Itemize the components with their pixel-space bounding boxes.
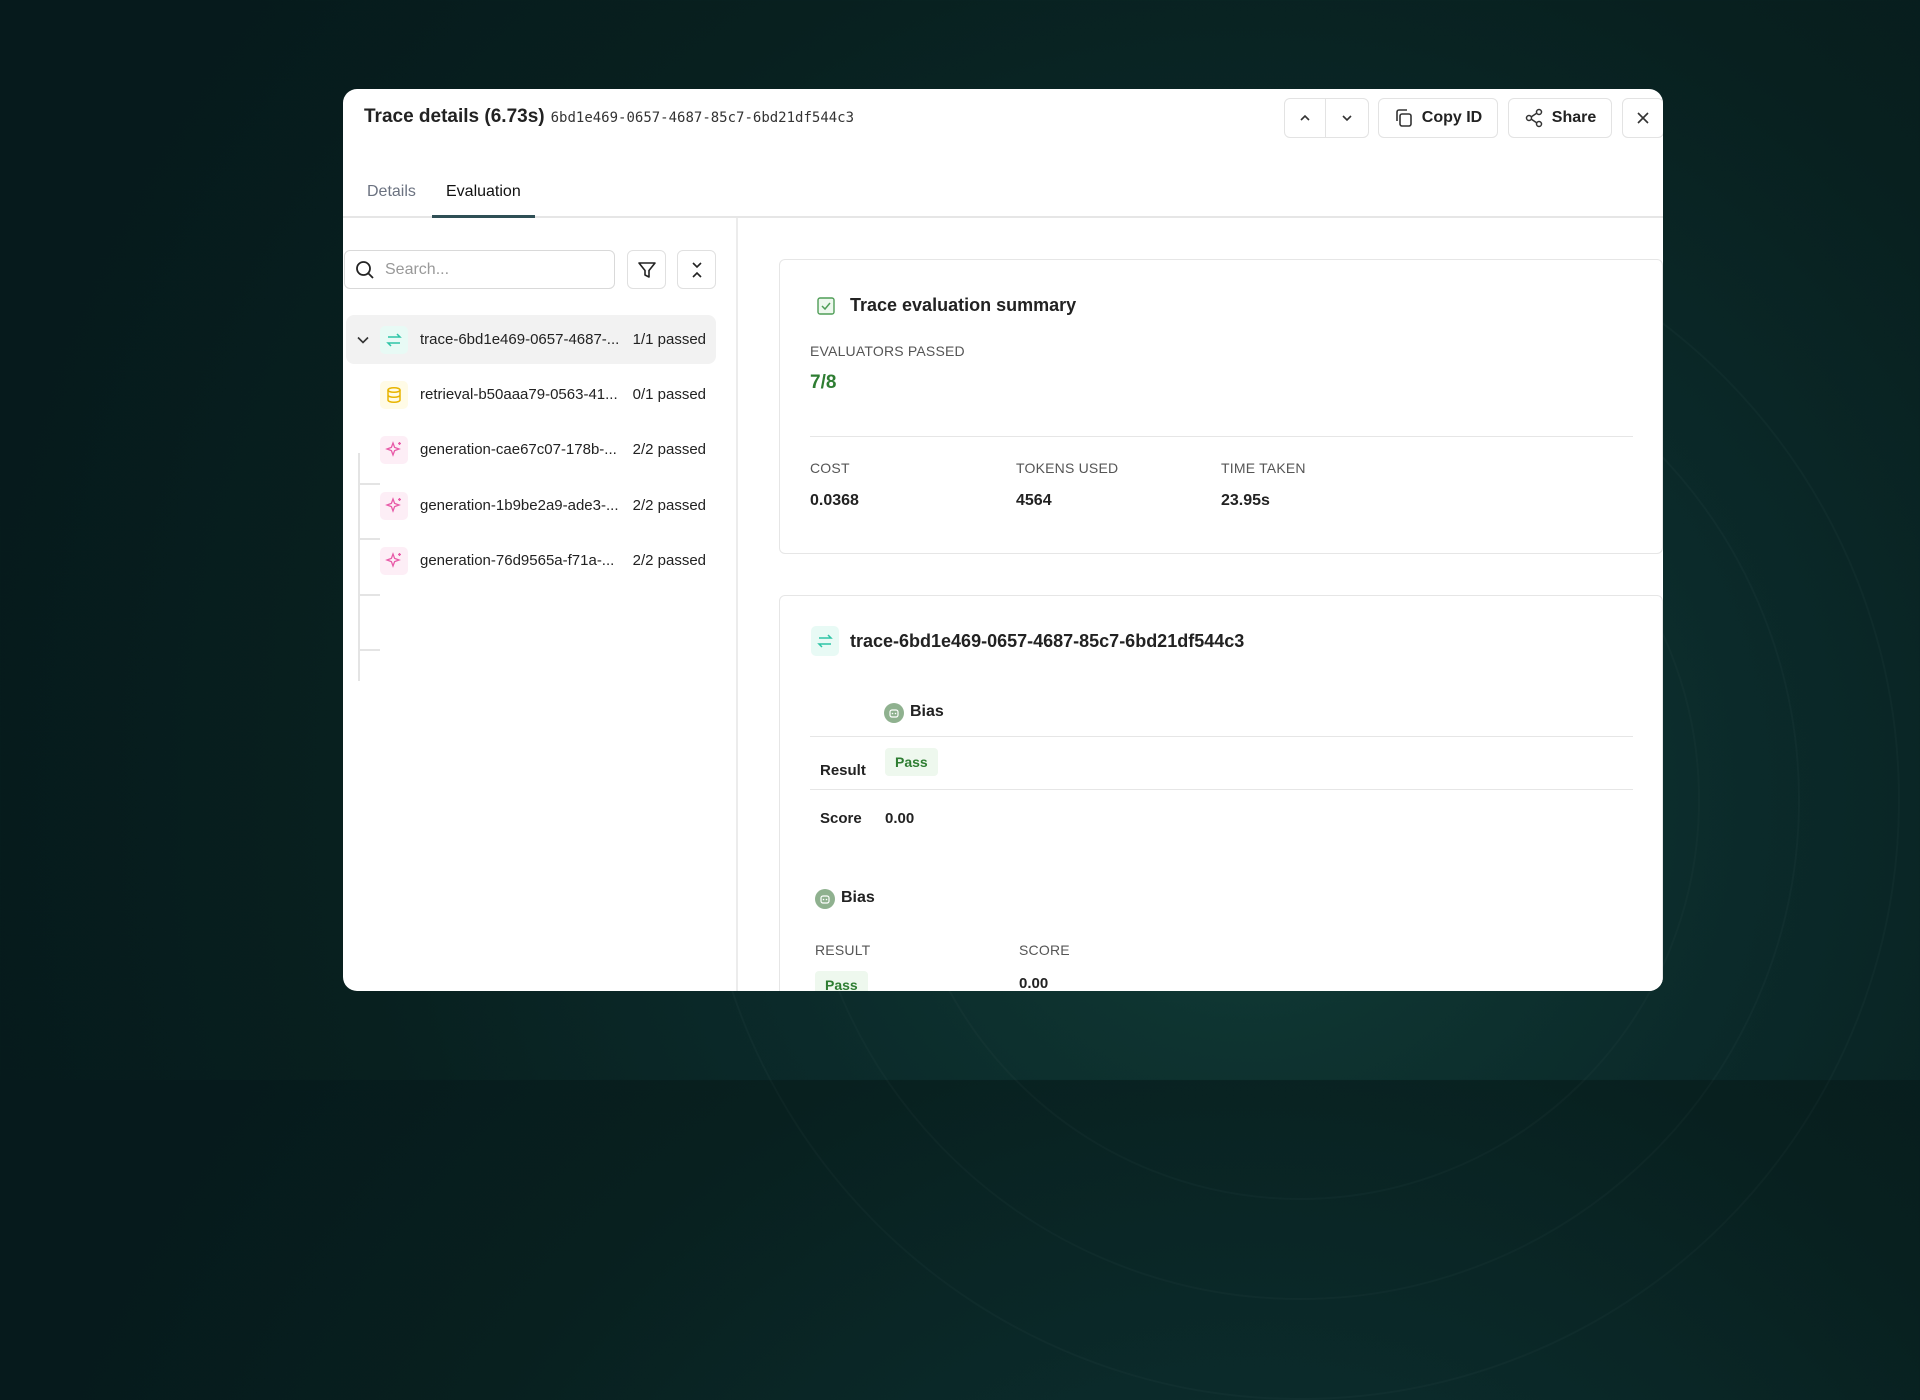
- trace-evaluation-card: trace-6bd1e469-0657-4687-85c7-6bd21df544…: [779, 595, 1663, 991]
- filter-icon: [637, 261, 656, 278]
- arrows-exchange-icon: [380, 325, 408, 354]
- share-icon: [1525, 108, 1543, 128]
- tree-item-label: generation-76d9565a-f71a-...: [420, 552, 615, 569]
- title-text: Trace details (6.73s): [364, 106, 545, 127]
- evaluator-name: Bias: [841, 889, 875, 906]
- close-button[interactable]: [1622, 98, 1663, 138]
- tree-item-trace[interactable]: trace-6bd1e469-0657-4687-... 1/1 passed: [346, 315, 716, 364]
- tab-bar: Details Evaluation: [343, 173, 1663, 218]
- tree-item-label: generation-cae67c07-178b-...: [420, 441, 617, 458]
- score-value: 0.00: [885, 810, 915, 827]
- tab-evaluation[interactable]: Evaluation: [432, 173, 535, 218]
- tree-item-generation[interactable]: generation-cae67c07-178b-... 2/2 passed: [346, 425, 716, 474]
- cost-label: COST: [810, 460, 850, 476]
- tree-item-label: retrieval-b50aaa79-0563-41...: [420, 386, 618, 403]
- database-icon: [380, 380, 408, 409]
- row-divider: [810, 789, 1633, 790]
- pass-badge: Pass: [885, 748, 938, 776]
- share-label: Share: [1551, 109, 1597, 126]
- share-button[interactable]: Share: [1508, 98, 1612, 138]
- copy-id-label: Copy ID: [1421, 109, 1483, 126]
- collapse-icon: [691, 261, 702, 278]
- sparkle-icon: [380, 491, 408, 520]
- check-square-icon: [817, 297, 835, 315]
- summary-divider: [810, 436, 1633, 437]
- row-divider: [810, 736, 1633, 737]
- result-label: Result: [820, 762, 866, 779]
- tree-item-status: 0/1 passed: [632, 386, 706, 403]
- search-box[interactable]: [344, 250, 615, 289]
- bot-icon: [815, 889, 835, 909]
- next-button[interactable]: [1325, 98, 1369, 138]
- trace-card-title: trace-6bd1e469-0657-4687-85c7-6bd21df544…: [850, 631, 1245, 651]
- search-icon: [356, 260, 374, 279]
- arrows-exchange-icon: [811, 626, 839, 656]
- tree-connector: [360, 594, 380, 596]
- cost-value: 0.0368: [810, 492, 859, 509]
- tree-item-status: 2/2 passed: [632, 497, 706, 514]
- evaluators-passed-label: EVALUATORS PASSED: [810, 343, 965, 359]
- search-input[interactable]: [385, 260, 595, 279]
- trace-evaluation-summary-card: Trace evaluation summary EVALUATORS PASS…: [779, 259, 1663, 554]
- trace-details-modal: Trace details (6.73s) 6bd1e469-0657-4687-…: [343, 89, 1663, 991]
- score-value: 0.00: [1019, 975, 1049, 991]
- tree-item-generation[interactable]: generation-76d9565a-f71a-... 2/2 passed: [346, 536, 716, 585]
- tree-item-status: 1/1 passed: [632, 331, 706, 348]
- score-column-label: SCORE: [1019, 942, 1070, 958]
- tree-item-generation[interactable]: generation-1b9be2a9-ade3-... 2/2 passed: [346, 481, 716, 530]
- previous-button[interactable]: [1284, 98, 1326, 138]
- bot-icon: [884, 703, 904, 723]
- tree-item-label: generation-1b9be2a9-ade3-...: [420, 497, 619, 514]
- trace-id: 6bd1e469-0657-4687-85c7-6bd21df544c3: [550, 110, 855, 126]
- copy-id-button[interactable]: Copy ID: [1378, 98, 1498, 138]
- evaluator-name: Bias: [910, 703, 944, 720]
- tree-item-retrieval[interactable]: retrieval-b50aaa79-0563-41... 0/1 passed: [346, 370, 716, 419]
- tree-connector: [360, 483, 380, 485]
- collapse-all-button[interactable]: [677, 250, 716, 289]
- score-label: Score: [820, 810, 862, 827]
- tab-details[interactable]: Details: [367, 183, 416, 200]
- tokens-used-value: 4564: [1016, 492, 1052, 509]
- copy-icon: [1395, 109, 1412, 127]
- panel-divider: [736, 218, 738, 991]
- time-taken-label: TIME TAKEN: [1221, 460, 1306, 476]
- sparkle-icon: [380, 435, 408, 464]
- tree-connector: [360, 538, 380, 540]
- tree-item-status: 2/2 passed: [632, 552, 706, 569]
- chevron-up-icon: [1300, 114, 1310, 121]
- pass-badge: Pass: [815, 971, 868, 991]
- tree-connector: [358, 453, 360, 681]
- sparkle-icon: [380, 546, 408, 575]
- chevron-down-icon: [1342, 115, 1352, 122]
- evaluators-passed-value: 7/8: [810, 372, 837, 393]
- modal-title: Trace details (6.73s) 6bd1e469-0657-4687-…: [364, 106, 854, 128]
- summary-title: Trace evaluation summary: [850, 295, 1077, 315]
- result-column-label: RESULT: [815, 942, 871, 958]
- close-icon: [1637, 112, 1649, 124]
- tree-connector: [360, 649, 380, 651]
- chevron-down-icon[interactable]: [356, 333, 370, 347]
- tree-item-status: 2/2 passed: [632, 441, 706, 458]
- filter-button[interactable]: [627, 250, 666, 289]
- time-taken-value: 23.95s: [1221, 492, 1270, 509]
- tokens-used-label: TOKENS USED: [1016, 460, 1119, 476]
- tree-item-label: trace-6bd1e469-0657-4687-...: [420, 331, 620, 348]
